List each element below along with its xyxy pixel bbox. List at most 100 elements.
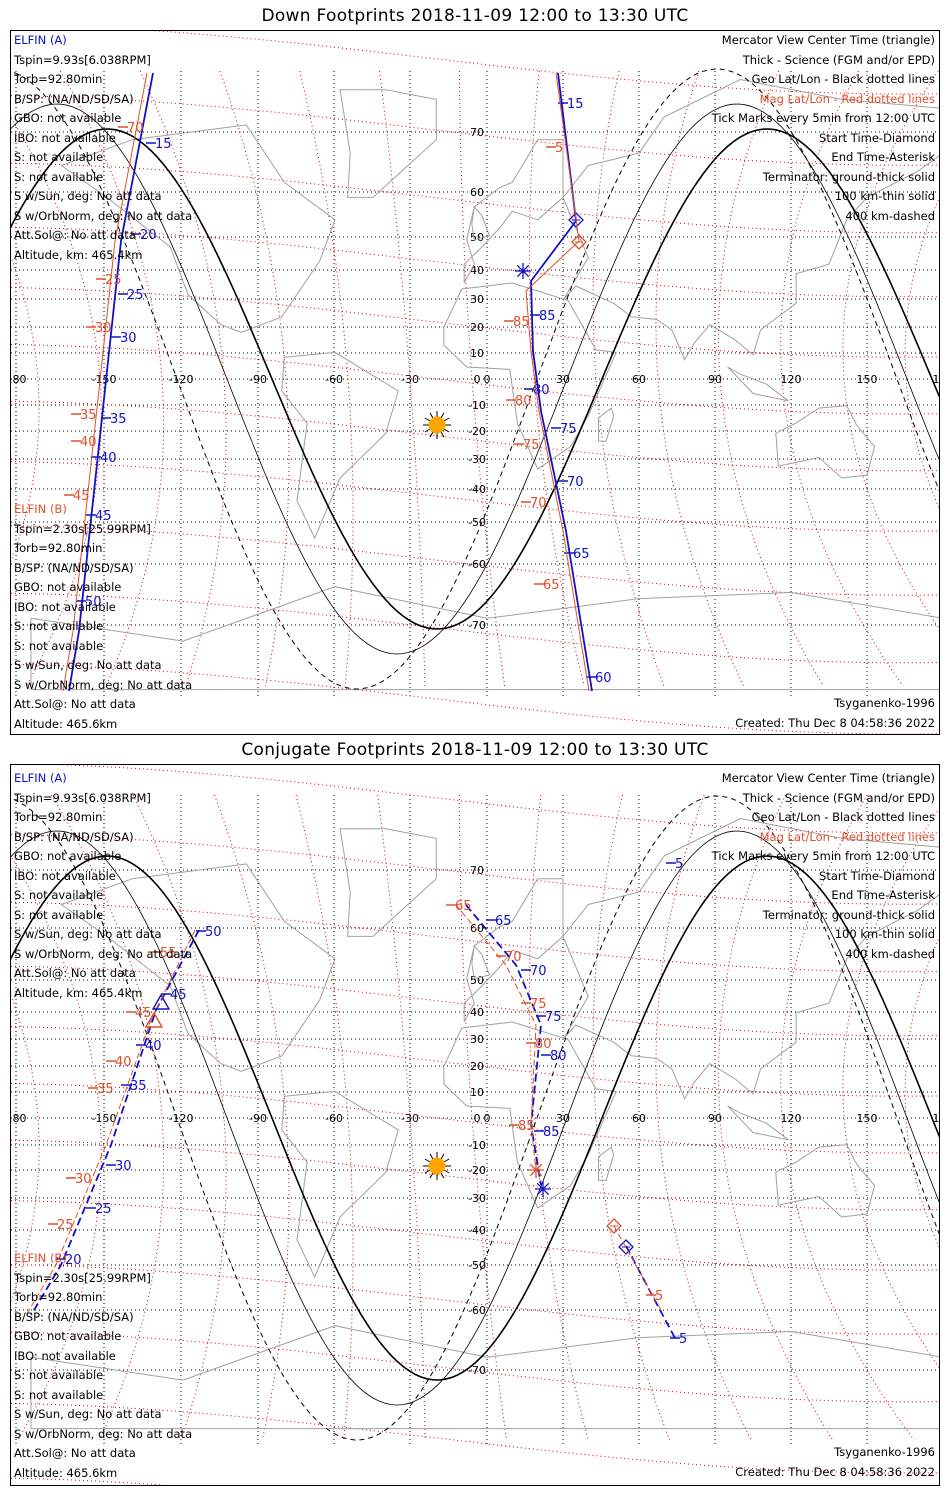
- tick-label: 65: [543, 578, 560, 593]
- tick-label: 35: [130, 1079, 147, 1094]
- center-triangle: [144, 1011, 164, 1028]
- tick-label: 40: [100, 451, 117, 466]
- track-a-down-west: [68, 72, 154, 692]
- sat-b-bsp: B/SP: (NA/ND/SD/SA): [14, 560, 134, 575]
- lon-label: 150: [857, 1112, 878, 1125]
- coastline: [727, 366, 789, 402]
- end-asterisk: [529, 1163, 543, 1177]
- coastline: [463, 878, 564, 1023]
- lon-label: -150: [92, 1112, 117, 1125]
- tick-label: 35: [97, 1082, 114, 1097]
- sat-b-orbnorm: S w/OrbNorm, deg: No att data: [14, 1426, 193, 1441]
- tick-label: 85: [518, 1119, 535, 1134]
- legend-line: Geo Lat/Lon - Black dotted lines: [751, 810, 935, 824]
- tick-label: 25: [57, 1218, 74, 1233]
- tick-label: 5: [679, 1332, 687, 1347]
- sat-a-bsp: B/SP: (NA/ND/SD/SA): [14, 829, 134, 844]
- lat-label: -50: [468, 516, 486, 529]
- lat-label: 50: [470, 974, 484, 987]
- sat-b-attsol: Att.Sol@: No att data: [14, 1446, 136, 1460]
- lon-label: 180: [11, 373, 27, 386]
- legend-line: 100 km-thin solid: [834, 927, 935, 941]
- sat-b-orbnorm: S w/OrbNorm, deg: No att data: [14, 677, 193, 692]
- tick-label: 30: [120, 331, 137, 346]
- legend-line: 100 km-thin solid: [834, 189, 935, 203]
- lon-label: 120: [781, 1112, 802, 1125]
- sat-a-altitude: Altitude, km: 465.4km: [14, 247, 143, 262]
- sat-a-torb: Torb=92.80min: [14, 72, 103, 86]
- coastlines: [30, 78, 939, 691]
- lat-label: 30: [470, 293, 484, 306]
- sat-a-orbnorm: S w/OrbNorm, deg: No att data: [14, 946, 193, 961]
- tick-label: 70: [127, 121, 144, 136]
- tick-label: 40: [80, 435, 97, 450]
- mag-grid: [11, 31, 939, 734]
- sat-b-torb: Torb=92.80min: [14, 541, 103, 555]
- lat-label: 20: [470, 321, 484, 334]
- tick-label: 40: [115, 1055, 132, 1070]
- tick-label: 75: [523, 438, 540, 453]
- sat-b-gbo: GBO: not available: [14, 580, 122, 594]
- created-label: Created: Thu Dec 8 04:58:36 2022: [735, 715, 935, 730]
- track-b-conj-south: [613, 1225, 662, 1311]
- tick-label: 15: [567, 97, 584, 112]
- sat-b-sun: S w/Sun, deg: No att data: [14, 658, 162, 672]
- track-a-conj-west: [30, 929, 200, 1316]
- tick-label: 70: [530, 964, 547, 979]
- mag-meridian: [214, 794, 290, 1441]
- coastline: [727, 1105, 789, 1141]
- sat-b-attsol: Att.Sol@: No att data: [14, 697, 136, 711]
- mag-meridian: [528, 794, 589, 1441]
- tick-label: 85: [543, 1125, 560, 1140]
- sun-icon: [423, 411, 451, 439]
- sat-b-tspin: Tspin=2.30s[25.99RPM]: [14, 1270, 151, 1285]
- lon-label: 30: [556, 373, 570, 386]
- mag-meridian: [132, 794, 227, 1441]
- sat-b-s2: S: not available: [14, 638, 104, 653]
- coastline: [775, 1144, 876, 1218]
- lon-label: -90: [249, 373, 267, 386]
- legend-line: Thick - Science (FGM and/or EPD): [742, 790, 935, 805]
- lat-label: 0: [474, 373, 481, 386]
- tick-label: 75: [560, 422, 577, 437]
- track-b-down-east: [525, 72, 590, 692]
- tick-label: 35: [80, 408, 97, 423]
- sat-b-s1: S: not available: [14, 1368, 104, 1382]
- mag-meridian: [717, 70, 824, 687]
- map-frame-conjugate: 180 -150 -120 -90 -60 -30 0 30 60 90 120 150 180 70 60…: [10, 764, 940, 1486]
- coastline: [463, 139, 564, 284]
- lon-label: -30: [401, 373, 419, 386]
- mag-meridian: [299, 70, 354, 687]
- tick-label: 70: [505, 950, 522, 965]
- center-triangle: [151, 993, 171, 1010]
- track-b-conj-east: [455, 904, 537, 1171]
- lon-label: 90: [708, 1112, 722, 1125]
- sat-a-info-down: ELFIN (A) Tspin=9.93s[6.038RPM] Torb=92.…: [14, 31, 192, 265]
- end-asterisk: [536, 1182, 550, 1196]
- tick-label: 75: [530, 997, 547, 1012]
- sat-a-orbnorm: S w/OrbNorm, deg: No att data: [14, 208, 193, 223]
- lon-label: 180: [11, 1112, 27, 1125]
- footer-right-conj: Tsyganenko-1996 Created: Thu Dec 8 04:58…: [735, 1443, 935, 1482]
- sat-a-bsp: B/SP: (NA/ND/SD/SA): [14, 91, 134, 106]
- model-label: Tsyganenko-1996: [834, 696, 935, 710]
- legend-line: 400 km-dashed: [845, 208, 935, 223]
- lat-label: 60: [470, 922, 484, 935]
- lon-label: -60: [325, 1112, 343, 1125]
- coastline: [281, 351, 399, 540]
- sat-a-name: ELFIN (A): [14, 33, 67, 47]
- tick-label: 80: [535, 1037, 552, 1052]
- tick-label: 65: [455, 899, 472, 914]
- lon-label: 0: [484, 1112, 491, 1125]
- mag-meridian: [377, 794, 426, 1441]
- tick-label: 65: [573, 547, 590, 562]
- lat-label: -70: [468, 619, 486, 632]
- tick-label: 35: [110, 412, 127, 427]
- coastline: [339, 828, 437, 937]
- tick-label: 15: [155, 137, 172, 152]
- created-label: Created: Thu Dec 8 04:58:36 2022: [735, 1464, 935, 1479]
- legend-conj: Mercator View Center Time (triangle) Thi…: [712, 769, 935, 964]
- tick-label: 5: [655, 1289, 663, 1304]
- legend-down: Mercator View Center Time (triangle) Thi…: [712, 31, 935, 226]
- tick-label: 45: [73, 489, 90, 504]
